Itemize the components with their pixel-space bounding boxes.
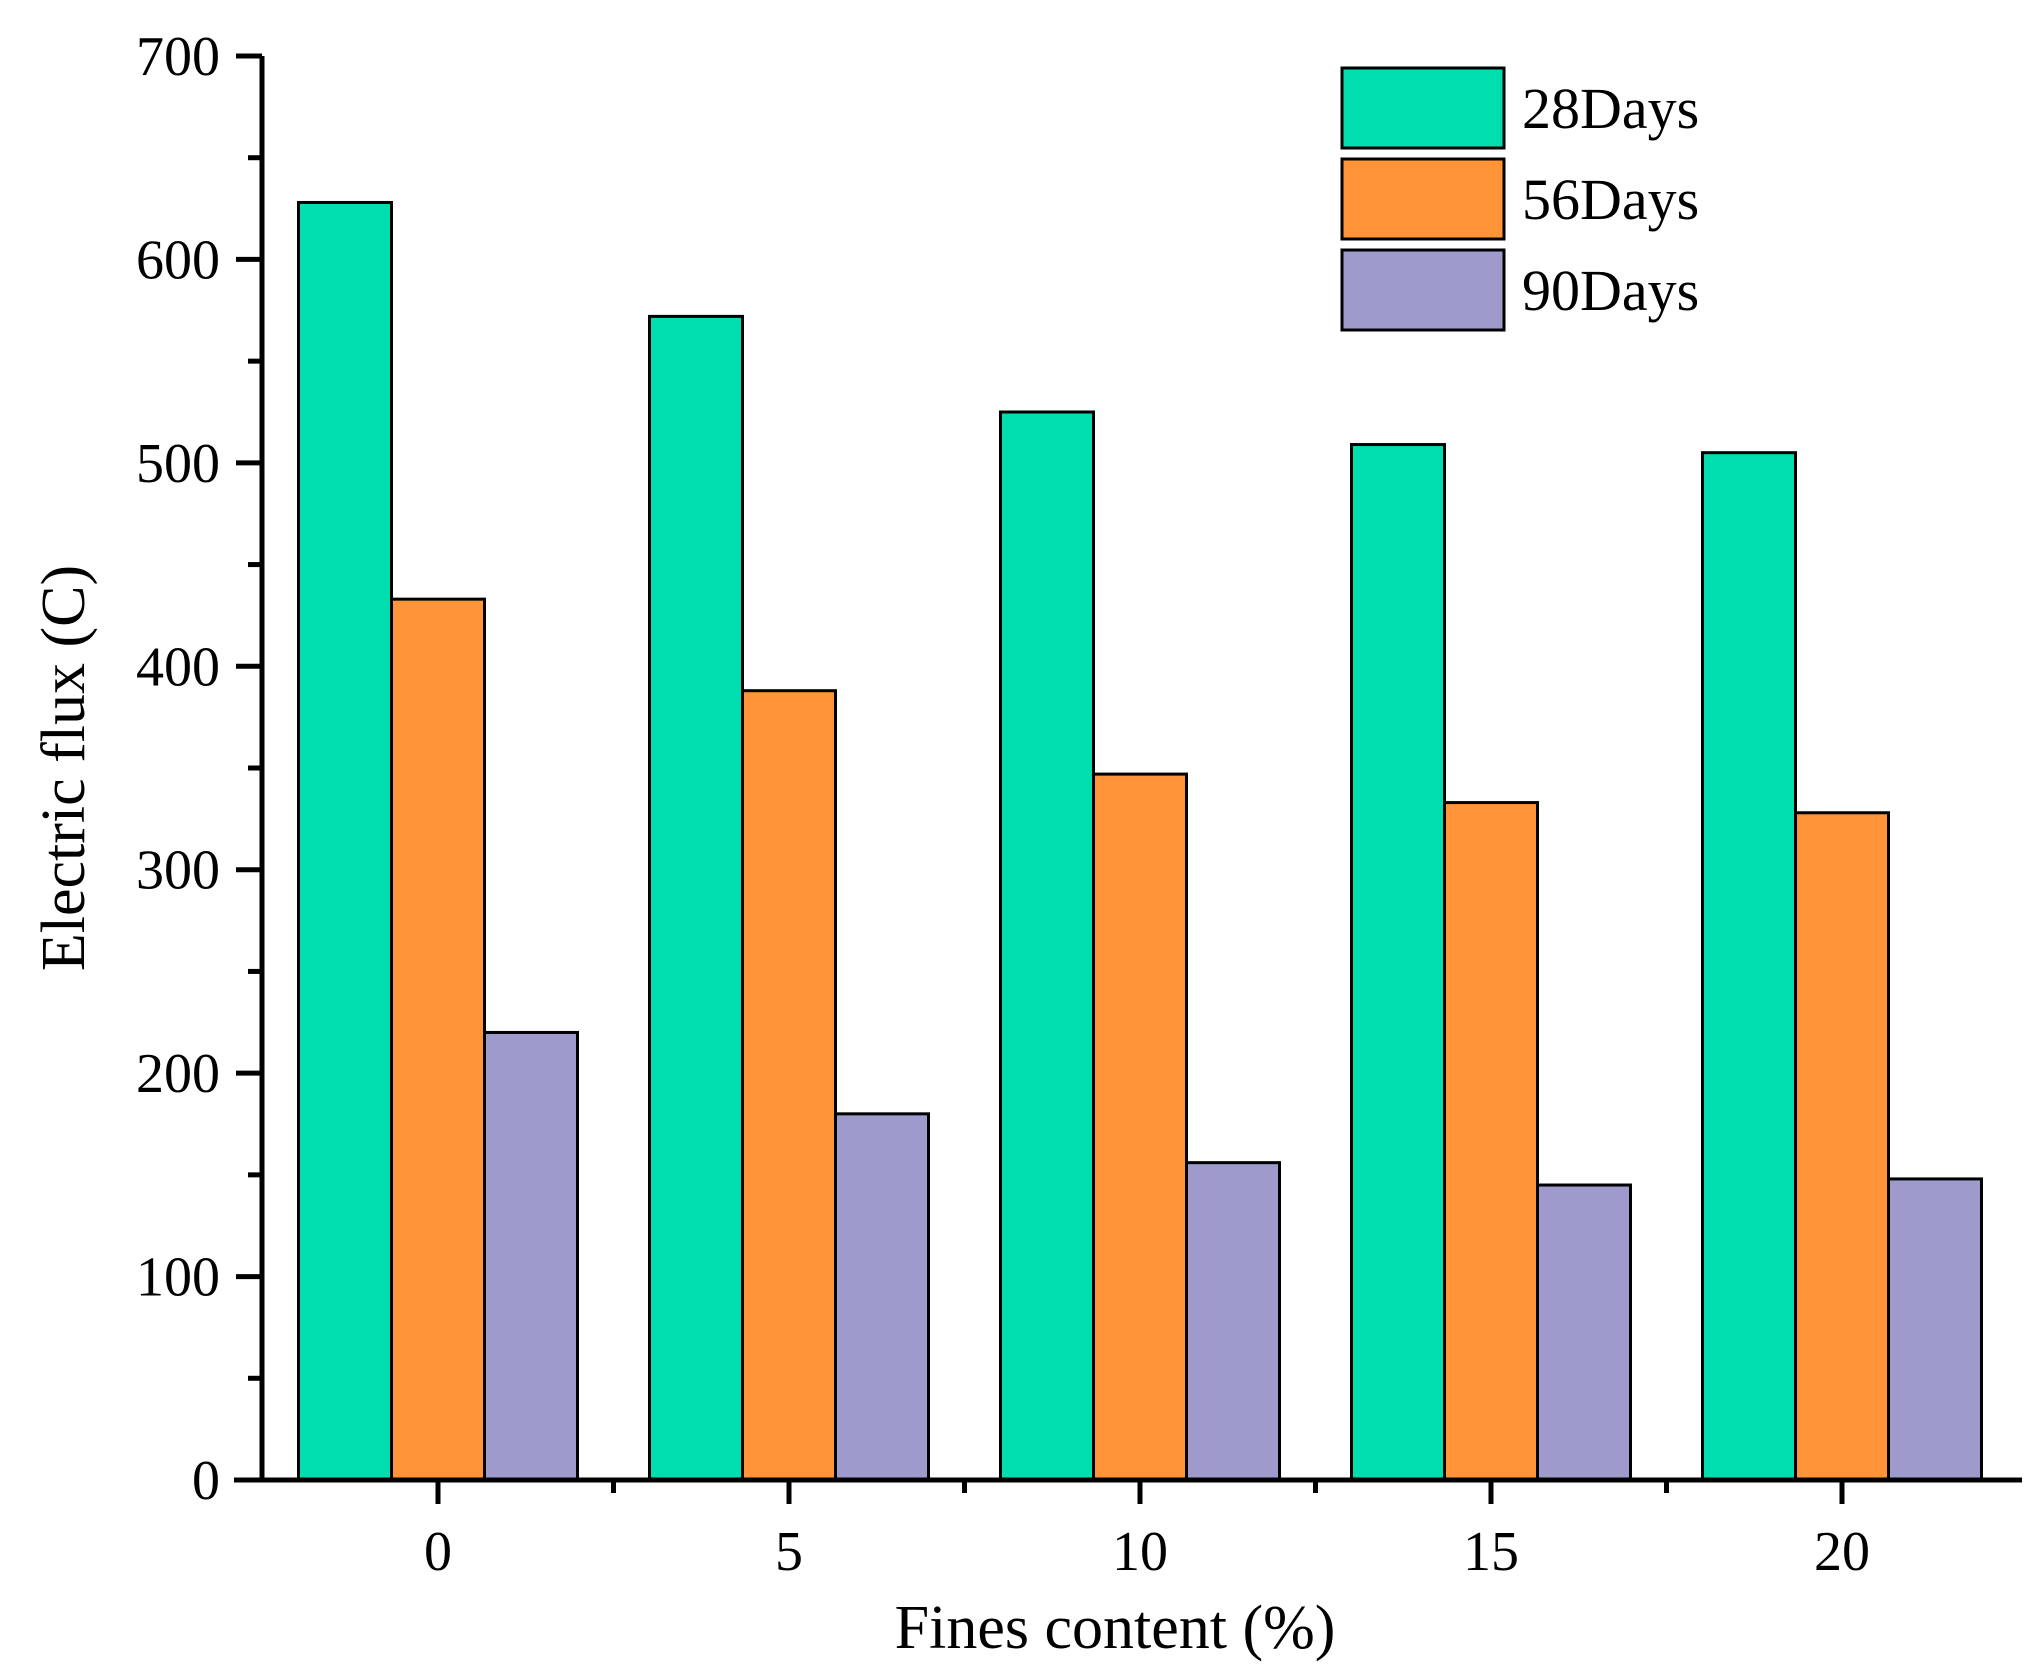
y-tick-label: 0 [192, 1450, 220, 1512]
x-tick-label: 0 [424, 1521, 452, 1583]
y-axis-title: Electric flux (C) [30, 565, 98, 971]
legend-label: 90Days [1522, 258, 1699, 323]
bar-28Days-20 [1701, 451, 1797, 1482]
x-tick-label: 5 [775, 1521, 803, 1583]
ticks-layer: 0 100 200 300 400 500 600 700 0 5 10 15 20 [136, 26, 1870, 1583]
bar-56Days-5 [741, 689, 837, 1482]
bar-56Days-0 [390, 597, 486, 1482]
bar-28Days-10 [999, 410, 1095, 1482]
legend-label: 56Days [1522, 167, 1699, 232]
bar-56Days-20 [1794, 811, 1890, 1482]
y-tick-label: 200 [136, 1043, 220, 1105]
y-tick-label: 700 [136, 26, 220, 88]
bar-90Days-10 [1185, 1161, 1281, 1482]
bar-56Days-10 [1092, 772, 1188, 1482]
y-tick-label: 300 [136, 840, 220, 902]
bar-28Days-0 [297, 200, 393, 1482]
bar-90Days-5 [834, 1112, 930, 1482]
legend-swatch-28Days [1340, 66, 1506, 150]
x-tick-label: 15 [1463, 1521, 1519, 1583]
legend: 28Days 56Days 90Days [1340, 66, 1699, 332]
x-tick-label: 10 [1112, 1521, 1168, 1583]
legend-swatch-56Days [1340, 157, 1506, 241]
x-tick-label: 20 [1814, 1521, 1870, 1583]
bar-90Days-20 [1887, 1177, 1983, 1482]
bar-90Days-0 [483, 1030, 579, 1482]
y-tick-label: 100 [136, 1247, 220, 1309]
bar-56Days-15 [1443, 801, 1539, 1482]
y-tick-label: 400 [136, 636, 220, 698]
y-tick-label: 500 [136, 433, 220, 495]
bars-layer [297, 200, 1983, 1482]
legend-swatch-90Days [1340, 248, 1506, 332]
bar-28Days-15 [1350, 443, 1446, 1482]
bar-28Days-5 [648, 314, 744, 1482]
y-tick-label: 600 [136, 229, 220, 291]
legend-label: 28Days [1522, 76, 1699, 141]
x-axis-title: Fines content (%) [895, 1594, 1336, 1662]
bar-90Days-15 [1536, 1183, 1632, 1482]
